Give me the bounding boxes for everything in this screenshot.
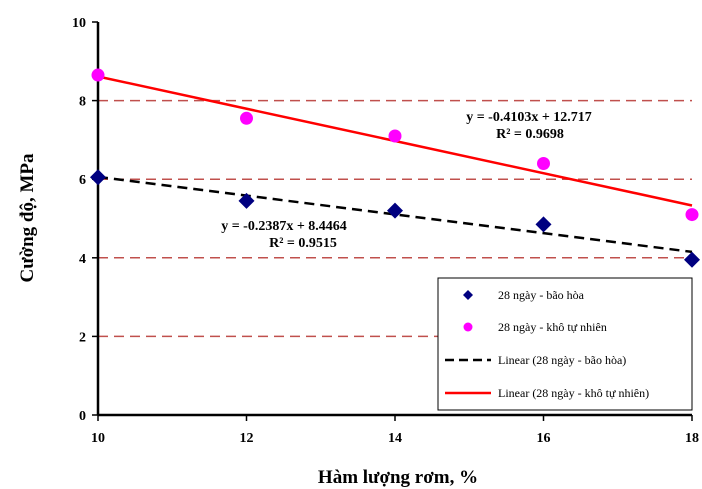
y-axis-title: Cường độ, MPa: [17, 153, 38, 283]
data-point-kho: [91, 68, 105, 82]
y-tick-label: 4: [79, 252, 86, 267]
legend-label-linear-kho: Linear (28 ngày - khô tự nhiên): [498, 386, 649, 400]
data-point-bao-hoa: [238, 192, 255, 209]
trend-equation-bao-hoa: y = -0.2387x + 8.4464: [221, 219, 347, 234]
legend-symbol-kho: [463, 322, 473, 332]
trendline-bao-hoa: [97, 175, 693, 254]
y-tick-label: 8: [79, 95, 86, 110]
trend-r2-bao-hoa: R² = 0.9515: [269, 236, 337, 251]
x-tick-label: 18: [685, 431, 699, 446]
y-tick-label: 0: [79, 409, 86, 424]
data-point-bao-hoa: [535, 216, 552, 233]
data-point-kho: [388, 129, 402, 143]
y-tick-label: 6: [79, 173, 86, 188]
x-tick-label: 12: [240, 431, 254, 446]
x-tick-label: 14: [388, 431, 402, 446]
data-point-bao-hoa: [684, 251, 700, 268]
trend-equation-kho: y = -0.4103x + 12.717: [466, 110, 592, 125]
legend-box: [437, 277, 693, 411]
y-tick-label: 2: [79, 330, 86, 345]
y-tick-label: 10: [72, 16, 86, 31]
x-tick-label: 16: [537, 431, 551, 446]
data-point-bao-hoa: [90, 169, 106, 186]
data-point-kho: [685, 208, 699, 222]
x-axis-title: Hàm lượng rơm, %: [318, 467, 478, 488]
data-point-kho: [240, 111, 253, 125]
data-point-bao-hoa: [387, 202, 403, 219]
data-points: [90, 68, 700, 268]
legend: 28 ngày - bão hòa 28 ngày - khô tự nhiên…: [437, 277, 693, 411]
legend-label-bao-hoa: 28 ngày - bão hòa: [498, 288, 585, 302]
legend-label-kho: 28 ngày - khô tự nhiên: [498, 320, 607, 334]
legend-label-linear-bao-hoa: Linear (28 ngày - bão hòa): [498, 353, 626, 367]
gridlines: [98, 99, 692, 338]
data-point-kho: [537, 156, 550, 170]
legend-symbol-bao-hoa: [463, 290, 473, 300]
labels: Hàm lượng rơm, % Cường độ, MPa y = -0.41…: [17, 110, 592, 488]
x-tick-label: 10: [91, 431, 105, 446]
trend-r2-kho: R² = 0.9698: [496, 127, 564, 142]
